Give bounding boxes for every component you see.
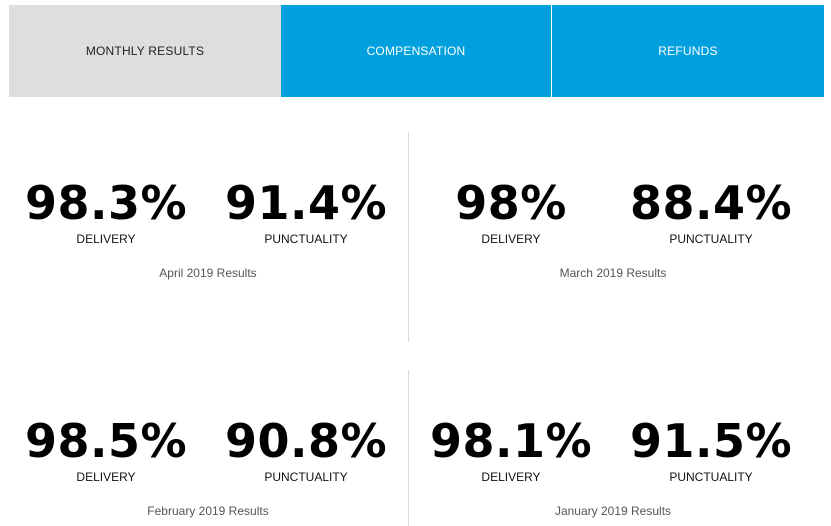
delivery-value: 98.1% (429, 414, 593, 468)
punctuality-value: 90.8% (224, 414, 388, 468)
punctuality-metric: 91.5% PUNCTUALITY (611, 418, 811, 484)
punctuality-metric: 90.8% PUNCTUALITY (206, 418, 406, 484)
delivery-label: DELIVERY (76, 232, 136, 246)
punctuality-label: PUNCTUALITY (669, 232, 753, 246)
tab-monthly-results[interactable]: MONTHLY RESULTS (9, 5, 281, 97)
results-caption: February 2019 Results (147, 504, 269, 518)
column-divider (408, 370, 409, 526)
delivery-value: 98.3% (24, 176, 188, 230)
punctuality-metric: 91.4% PUNCTUALITY (206, 180, 406, 246)
punctuality-label: PUNCTUALITY (669, 470, 753, 484)
tab-compensation[interactable]: COMPENSATION (281, 5, 552, 97)
results-caption: March 2019 Results (559, 266, 667, 280)
column-divider (408, 132, 409, 342)
delivery-metric: 98% DELIVERY (411, 180, 611, 246)
delivery-metric: 98.1% DELIVERY (411, 418, 611, 484)
results-caption: January 2019 Results (554, 504, 672, 518)
punctuality-label: PUNCTUALITY (264, 470, 348, 484)
delivery-metric: 98.3% DELIVERY (6, 180, 206, 246)
delivery-label: DELIVERY (76, 470, 136, 484)
punctuality-label: PUNCTUALITY (264, 232, 348, 246)
punctuality-value: 91.5% (629, 414, 793, 468)
punctuality-metric: 88.4% PUNCTUALITY (611, 180, 811, 246)
punctuality-value: 88.4% (629, 176, 793, 230)
results-caption: April 2019 Results (159, 266, 257, 280)
tab-bar: MONTHLY RESULTS COMPENSATION REFUNDS (9, 5, 824, 97)
delivery-label: DELIVERY (481, 470, 541, 484)
delivery-value: 98% (455, 176, 567, 230)
delivery-label: DELIVERY (481, 232, 541, 246)
punctuality-value: 91.4% (224, 176, 388, 230)
delivery-metric: 98.5% DELIVERY (6, 418, 206, 484)
tab-refunds[interactable]: REFUNDS (552, 5, 824, 97)
delivery-value: 98.5% (24, 414, 188, 468)
